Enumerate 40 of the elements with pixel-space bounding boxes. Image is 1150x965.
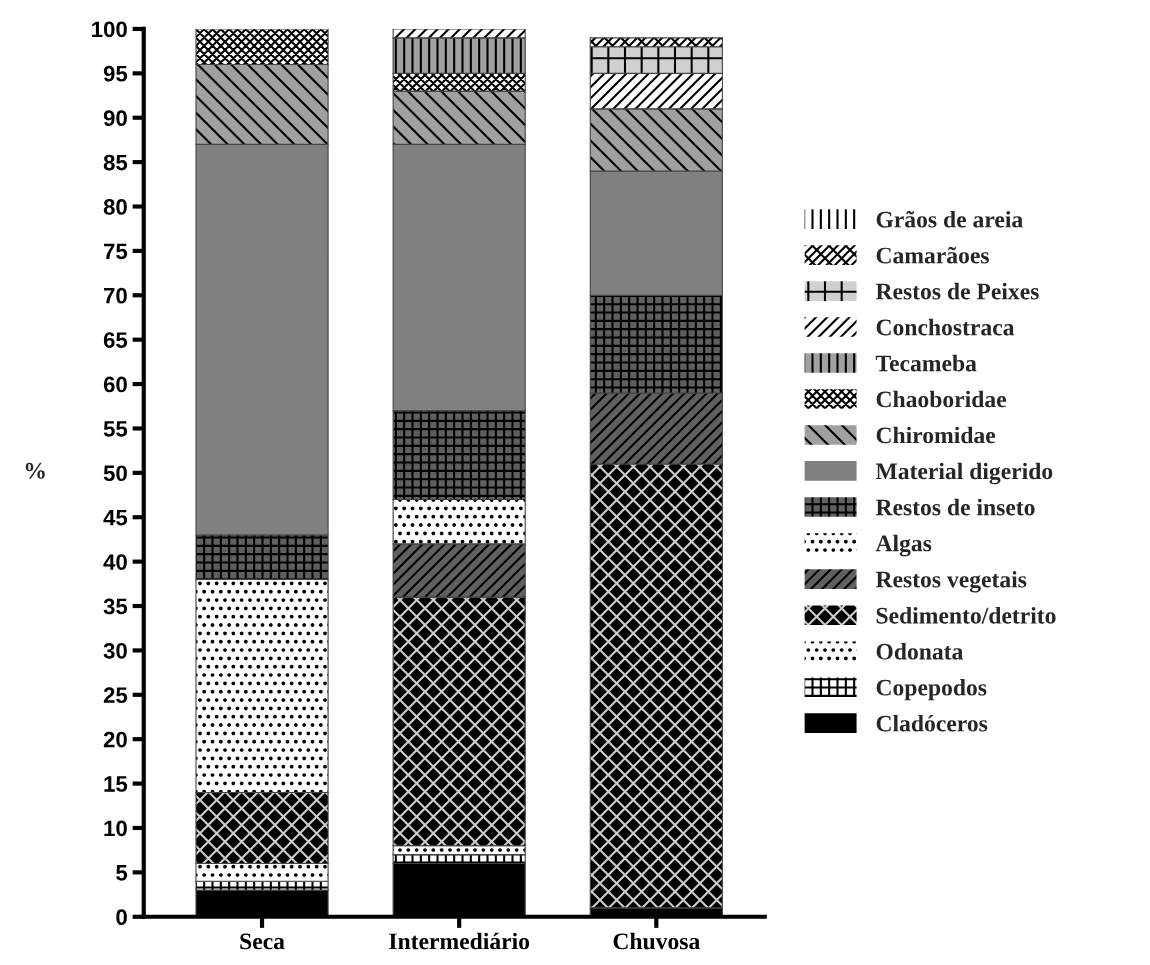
legend-label: Material digerido	[875, 462, 1053, 485]
y-axis-title: %	[25, 462, 45, 479]
legend-label: Conchostraca	[876, 318, 1015, 336]
y-tick-label: 55	[103, 421, 128, 437]
y-tick-label: 40	[103, 554, 127, 570]
y-tick-label: 80	[103, 199, 127, 215]
legend-label: Restos de inseto	[875, 498, 1035, 516]
legend-label: Restos vegetais	[875, 570, 1027, 593]
y-tick-label: 20	[103, 731, 127, 748]
y-tick-label: 75	[104, 243, 128, 260]
y-tick-label: 85	[103, 154, 128, 171]
legend-label: Odonata	[876, 643, 964, 660]
y-tick-label: 30	[103, 642, 127, 659]
legend-label: Tecameba	[875, 354, 977, 372]
legend-label: Algas	[875, 534, 932, 557]
y-tick-label: 35	[103, 598, 128, 615]
x-tick-label: Intermediário	[389, 932, 530, 950]
legend-label: Chaoboridae	[876, 390, 1007, 408]
y-tick-label: 50	[103, 465, 127, 482]
legend-label: Cladóceros	[876, 714, 988, 732]
y-tick-label: 15	[104, 776, 128, 792]
y-tick-label: 65	[103, 332, 128, 348]
y-tick-label: 10	[104, 820, 127, 837]
y-tick-label: 100	[92, 21, 127, 38]
legend-label: Sedimento/detrito	[876, 607, 1056, 624]
legend-label: Camarãoes	[876, 246, 989, 264]
y-tick-label: 25	[103, 687, 128, 704]
y-tick-label: 45	[103, 510, 128, 526]
y-tick-label: 90	[103, 110, 127, 126]
legend-label: Copepodos	[876, 678, 987, 701]
y-tick-label: 95	[103, 65, 128, 82]
y-tick-label: 60	[103, 376, 127, 393]
y-tick-label: 0	[116, 909, 127, 926]
y-tick-label: 5	[116, 865, 128, 881]
legend-label: Chiromidae	[876, 426, 996, 444]
legend-label: Grãos de areia	[876, 210, 1023, 228]
legend-label: Restos de Peixes	[875, 282, 1039, 300]
x-tick-label: Seca	[240, 933, 285, 950]
y-tick-label: 70	[104, 287, 127, 304]
x-tick-label: Chuvosa	[613, 932, 700, 950]
